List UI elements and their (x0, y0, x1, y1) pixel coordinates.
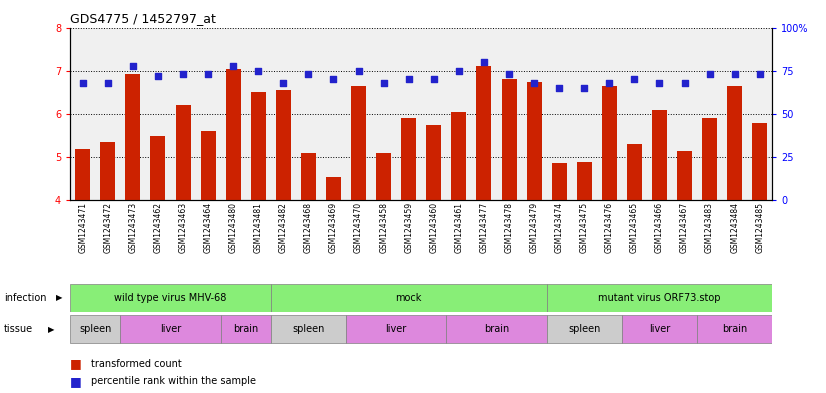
Point (301, 71, 315, 77)
Text: ▶: ▶ (56, 293, 63, 302)
Bar (446, 315, 547, 343)
Point (102, 80, 115, 86)
Text: tissue: tissue (4, 324, 33, 334)
Bar (276, 90, 291, 200)
Point (177, 71, 190, 77)
Bar (75, 149, 90, 200)
Text: mock: mock (396, 293, 422, 303)
Bar (150, 136, 165, 200)
Point (502, 71, 515, 77)
Bar (702, 118, 717, 200)
Point (728, 71, 741, 77)
Bar (376, 153, 392, 200)
Bar (547, 284, 772, 312)
Point (528, 80, 541, 86)
Bar (70, 315, 121, 343)
Bar (697, 315, 772, 343)
Text: transformed count: transformed count (91, 358, 182, 369)
Text: ▶: ▶ (48, 325, 55, 334)
Text: percentile rank within the sample: percentile rank within the sample (91, 376, 256, 386)
Bar (346, 315, 446, 343)
Point (252, 68, 265, 74)
Point (577, 85, 591, 91)
Text: wild type virus MHV-68: wild type virus MHV-68 (114, 293, 226, 303)
Point (703, 71, 716, 77)
Point (352, 68, 365, 74)
Text: ■: ■ (70, 357, 82, 370)
Bar (351, 86, 366, 200)
Text: liver: liver (649, 324, 670, 334)
Bar (70, 284, 271, 312)
Point (653, 80, 666, 86)
Point (377, 80, 390, 86)
Bar (501, 79, 516, 200)
Bar (401, 118, 416, 200)
Text: spleen: spleen (292, 324, 325, 334)
Point (553, 85, 566, 91)
Bar (727, 86, 743, 200)
Point (151, 73, 164, 79)
Point (453, 68, 466, 74)
Text: spleen: spleen (79, 324, 112, 334)
Bar (602, 86, 617, 200)
Bar (251, 92, 266, 200)
Text: ■: ■ (70, 375, 82, 388)
Text: brain: brain (484, 324, 509, 334)
Text: infection: infection (4, 293, 46, 303)
Text: brain: brain (722, 324, 748, 334)
Text: GDS4775 / 1452797_at: GDS4775 / 1452797_at (70, 12, 216, 25)
Text: brain: brain (233, 324, 259, 334)
Bar (100, 142, 116, 200)
Text: liver: liver (386, 324, 407, 334)
Point (427, 76, 440, 83)
Bar (271, 284, 547, 312)
Point (277, 80, 290, 86)
Point (477, 59, 491, 65)
Bar (225, 68, 240, 200)
Bar (547, 315, 622, 343)
Bar (326, 176, 341, 200)
Text: liver: liver (160, 324, 181, 334)
Bar (477, 66, 491, 200)
Point (678, 80, 691, 86)
Bar (271, 315, 346, 343)
Point (753, 71, 767, 77)
Point (202, 71, 215, 77)
Point (603, 80, 616, 86)
Bar (627, 144, 642, 200)
Point (76, 80, 89, 86)
Bar (221, 315, 271, 343)
Bar (652, 110, 667, 200)
Bar (201, 131, 216, 200)
Bar (426, 125, 441, 200)
Point (628, 76, 641, 83)
Bar (622, 315, 697, 343)
Bar (176, 105, 191, 200)
Bar (752, 123, 767, 200)
Text: spleen: spleen (568, 324, 601, 334)
Bar (552, 163, 567, 200)
Point (126, 62, 140, 69)
Bar (451, 112, 467, 200)
Text: mutant virus ORF73.stop: mutant virus ORF73.stop (598, 293, 721, 303)
Bar (577, 162, 591, 200)
Bar (301, 153, 316, 200)
Bar (121, 315, 221, 343)
Bar (677, 151, 692, 200)
Bar (527, 81, 542, 200)
Point (402, 76, 415, 83)
Bar (126, 74, 140, 200)
Point (327, 76, 340, 83)
Point (226, 62, 240, 69)
